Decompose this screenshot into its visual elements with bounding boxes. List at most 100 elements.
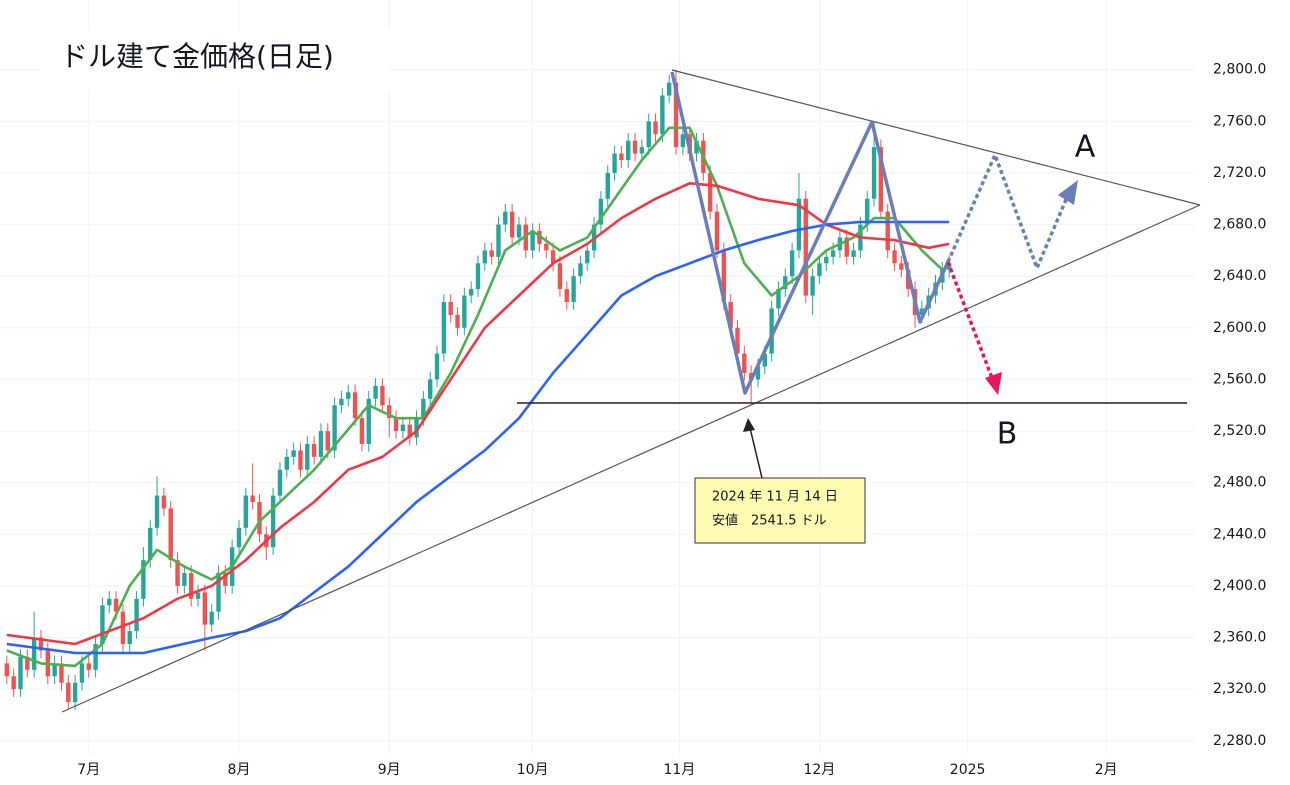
candle-body bbox=[428, 379, 433, 399]
candle-body bbox=[236, 527, 242, 548]
candle-body bbox=[148, 527, 153, 561]
candle-body bbox=[284, 456, 289, 470]
y-tick-label: 2,680.0 bbox=[1213, 217, 1266, 233]
candle-body bbox=[721, 250, 727, 302]
candle-body bbox=[530, 231, 535, 251]
candle-body bbox=[489, 250, 494, 257]
candle-body bbox=[373, 385, 378, 399]
candle-body bbox=[100, 605, 105, 645]
scenario-a bbox=[946, 150, 1070, 273]
y-tick-label: 2,760.0 bbox=[1213, 113, 1266, 129]
chart-title: ドル建て金価格(日足) bbox=[60, 40, 334, 73]
trend-line bbox=[61, 204, 1201, 713]
candle-body bbox=[72, 682, 78, 703]
candle-body bbox=[352, 392, 358, 419]
candle-body bbox=[359, 418, 365, 444]
candle-body bbox=[182, 573, 187, 586]
candle-body bbox=[11, 676, 16, 690]
x-tick-label: 2025 bbox=[950, 762, 986, 778]
candle-body bbox=[93, 644, 98, 670]
candle-body bbox=[346, 392, 351, 399]
candle-body bbox=[865, 198, 870, 225]
candle-body bbox=[195, 592, 201, 599]
candle-body bbox=[66, 682, 71, 703]
candle-body bbox=[564, 289, 569, 302]
candle-body bbox=[189, 573, 194, 599]
candle-body bbox=[646, 121, 651, 148]
candle-body bbox=[598, 198, 604, 225]
candle-body bbox=[434, 353, 440, 380]
candle-body bbox=[257, 502, 262, 535]
candle-body bbox=[79, 663, 85, 683]
candle-body bbox=[31, 637, 37, 670]
candle-body bbox=[332, 405, 337, 451]
candle-body bbox=[899, 263, 904, 270]
candle-body bbox=[18, 656, 23, 690]
candle-body bbox=[107, 598, 112, 606]
candle-body bbox=[776, 289, 781, 309]
candle-body bbox=[824, 256, 829, 264]
candle-body bbox=[871, 147, 877, 199]
grid bbox=[0, 0, 1195, 755]
trend-line bbox=[671, 69, 1201, 206]
candle-body bbox=[667, 82, 672, 96]
candle-body bbox=[393, 418, 399, 432]
y-tick-label: 2,600.0 bbox=[1213, 320, 1266, 336]
plot-area bbox=[4, 69, 952, 710]
x-tick-label: 7月 bbox=[77, 762, 100, 778]
candle-body bbox=[585, 250, 590, 264]
candle-body bbox=[557, 263, 563, 290]
candle-body bbox=[755, 366, 761, 380]
candle-body bbox=[38, 637, 44, 651]
candle-body bbox=[407, 424, 412, 438]
candle-body bbox=[113, 598, 119, 612]
candle-body bbox=[878, 147, 884, 212]
note-box bbox=[694, 477, 866, 544]
candle-body bbox=[571, 276, 576, 302]
arrow-head bbox=[1058, 180, 1078, 205]
candle-body bbox=[653, 121, 658, 135]
candle-body bbox=[305, 443, 310, 470]
candle-body bbox=[544, 243, 549, 251]
moving-average bbox=[6, 220, 950, 655]
candle-body bbox=[448, 302, 453, 315]
candle-body bbox=[462, 295, 467, 328]
candle-body bbox=[844, 237, 849, 257]
candle-body bbox=[707, 172, 713, 212]
candle-body bbox=[735, 327, 740, 354]
candle-body bbox=[86, 663, 91, 670]
y-tick-label: 2,640.0 bbox=[1213, 268, 1266, 284]
candle-body bbox=[455, 314, 460, 328]
candle-body bbox=[516, 224, 522, 238]
candle-body bbox=[673, 82, 679, 148]
candle-body bbox=[154, 495, 160, 528]
candle-body bbox=[366, 398, 371, 444]
candle-body bbox=[632, 140, 638, 154]
candle-body bbox=[380, 385, 385, 406]
candle-body bbox=[318, 431, 324, 457]
candle-body bbox=[277, 469, 283, 496]
candle-body bbox=[605, 172, 610, 199]
x-tick-label: 8月 bbox=[228, 762, 251, 778]
candle-body bbox=[243, 495, 249, 528]
candle-body bbox=[421, 398, 426, 419]
candle-body bbox=[25, 656, 30, 670]
note-text: 安値 2541.5 ドル bbox=[712, 513, 827, 529]
candle-body bbox=[714, 211, 720, 251]
candle-body bbox=[134, 598, 139, 632]
title-bg bbox=[40, 30, 390, 90]
candle-body bbox=[496, 224, 501, 257]
candle-body bbox=[4, 663, 10, 677]
candle-body bbox=[946, 263, 952, 270]
candle-body bbox=[270, 495, 276, 548]
candle-body bbox=[619, 153, 624, 161]
candle-body bbox=[339, 398, 344, 406]
candle-body bbox=[742, 353, 747, 373]
arrow-head bbox=[985, 372, 1002, 395]
candle-body bbox=[120, 611, 126, 645]
candle-body bbox=[509, 211, 515, 238]
candle-body bbox=[612, 153, 617, 173]
candle-body bbox=[311, 443, 317, 457]
